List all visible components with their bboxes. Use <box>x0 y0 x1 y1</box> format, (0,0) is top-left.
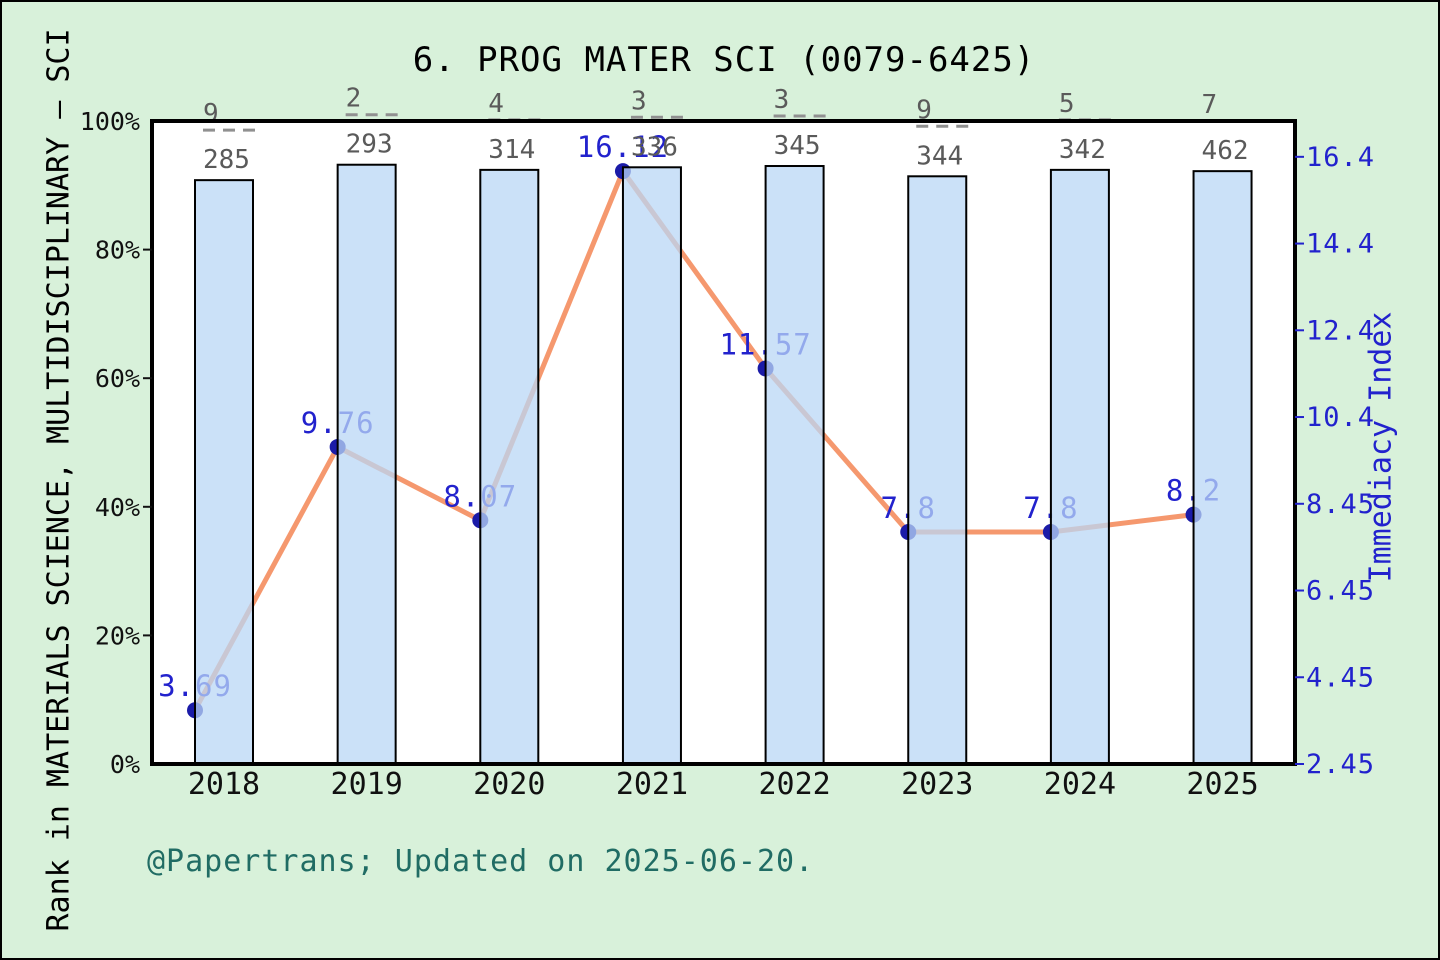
left-tick-label: 100% <box>80 107 140 136</box>
right-tick-label: 2.45 <box>1306 749 1375 780</box>
rank-numerator-2019: 2 <box>346 84 362 114</box>
x-tick-label-2023: 2023 <box>901 767 973 802</box>
rank-numerator-2022: 3 <box>774 85 790 115</box>
annotation-text: @Papertrans; Updated on 2025-06-20. <box>147 844 815 879</box>
rank-numerator-2023: 9 <box>916 95 932 125</box>
x-tick-label-2024: 2024 <box>1044 767 1116 802</box>
plot-border <box>150 119 1297 766</box>
left-tick-label: 40% <box>95 493 140 522</box>
bar-2020 <box>479 168 540 766</box>
bar-2023 <box>907 175 968 766</box>
rank-numerator-2021: 3 <box>631 86 647 116</box>
right-tick-label: 6.45 <box>1306 576 1375 607</box>
value-label-2021: 16.12 <box>577 130 669 164</box>
rank-numerator-2024: 5 <box>1059 89 1075 119</box>
right-tick-label: 10.4 <box>1306 402 1375 433</box>
left-tick-label: 80% <box>95 236 140 265</box>
x-tick-label-2021: 2021 <box>616 767 688 802</box>
bar-2025 <box>1192 170 1253 766</box>
rank-denominator-2020: 314 <box>488 135 535 165</box>
x-tick-label-2025: 2025 <box>1186 767 1258 802</box>
chart-title: 6. PROG MATER SCI (0079-6425) <box>412 40 1036 80</box>
x-tick-label-2018: 2018 <box>188 767 260 802</box>
rank-denominator-2024: 342 <box>1059 135 1106 165</box>
rank-denominator-2018: 285 <box>203 145 250 175</box>
bar-2021 <box>621 166 682 765</box>
left-tick-label: 0% <box>110 750 140 779</box>
right-tick-label: 8.45 <box>1306 489 1375 520</box>
rank-numerator-2018: 9 <box>203 99 219 129</box>
left-tick-label: 20% <box>95 621 140 650</box>
bar-2018 <box>194 179 254 765</box>
x-tick-label-2022: 2022 <box>758 767 830 802</box>
right-tick-label: 12.4 <box>1306 315 1375 346</box>
x-tick-label-2020: 2020 <box>473 767 545 802</box>
x-tick-label-2019: 2019 <box>331 767 403 802</box>
rank-denominator-2022: 345 <box>774 131 821 161</box>
rank-numerator-2020: 4 <box>488 89 504 119</box>
left-tick-label: 60% <box>95 364 140 393</box>
rank-denominator-2019: 293 <box>346 130 393 160</box>
bar-2019 <box>336 163 397 765</box>
right-tick-label: 4.45 <box>1306 662 1375 693</box>
right-tick-label: 14.4 <box>1306 229 1375 260</box>
rank-denominator-2021: 336 <box>631 132 678 162</box>
right-tick-label: 16.4 <box>1306 142 1375 173</box>
bar-2022 <box>764 165 825 765</box>
rank-denominator-2023: 344 <box>916 141 963 171</box>
rank-numerator-2025: 7 <box>1202 90 1218 120</box>
rank-denominator-2025: 462 <box>1202 136 1249 166</box>
plot-area <box>152 121 1295 764</box>
bar-2024 <box>1049 168 1110 766</box>
